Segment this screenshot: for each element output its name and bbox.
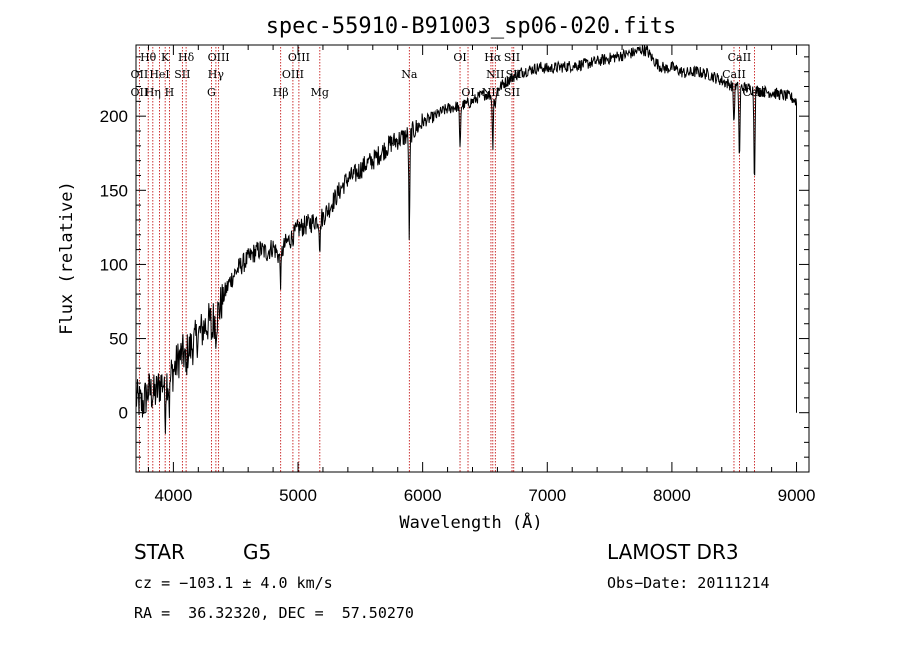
- x-tick-label: 6000: [404, 486, 442, 505]
- spectral-line-label: Na: [401, 68, 418, 81]
- x-tick-label: 5000: [279, 486, 317, 505]
- spectral-line-label: OI: [453, 51, 466, 64]
- spectral-line-label: H: [165, 86, 175, 99]
- x-tick-label: 4000: [154, 486, 192, 505]
- y-axis-label: Flux (relative): [57, 181, 77, 335]
- x-tick-label: 7000: [528, 486, 566, 505]
- spectral-line-label: CaII: [722, 68, 746, 81]
- spectral-line-label: Hβ: [273, 86, 289, 99]
- x-axis: 4000 5000 6000 7000 8000 9000: [147, 45, 816, 505]
- y-tick-label: 50: [109, 330, 128, 349]
- survey-name: LAMOST DR3: [607, 540, 739, 564]
- spectral-line-label: Hθ: [140, 51, 157, 64]
- spectral-line-label: Hη: [145, 86, 161, 99]
- chart-title: spec-55910-B91003_sp06-020.fits: [266, 14, 677, 39]
- spectral-line-label: HeI: [149, 68, 169, 81]
- coordinates: RA = 36.32320, DEC = 57.50270: [134, 604, 414, 622]
- spectrum-line: [135, 45, 797, 434]
- spectral-line-label: SII: [174, 68, 190, 81]
- y-axis: 0 50 100 150 200: [100, 56, 809, 458]
- spectral-line-label: SII: [504, 86, 520, 99]
- spectral-line-label: OI: [461, 86, 474, 99]
- y-tick-label: 150: [100, 181, 128, 200]
- plot-frame: [135, 44, 810, 473]
- y-tick-label: 100: [100, 255, 128, 274]
- spectrum-chart: spec-55910-B91003_sp06-020.fits Hθ K Hδ OII…: [57, 14, 816, 533]
- y-tick-label: 200: [100, 107, 128, 126]
- spectral-line-label: Hα: [484, 51, 502, 64]
- spectral-line-label: CaII: [728, 51, 752, 64]
- object-subclass: G5: [243, 540, 272, 564]
- spectral-line-label: OIII: [208, 51, 230, 64]
- object-class: STAR: [134, 540, 185, 564]
- spectral-line-label: SII: [504, 51, 520, 64]
- spectral-line-label: G: [207, 86, 216, 99]
- redshift-velocity: cz = −103.1 ± 4.0 km/s: [134, 574, 333, 592]
- spectral-line-label: OII: [131, 68, 149, 81]
- spectral-line-label: Hγ: [208, 68, 225, 81]
- spectral-line-label: Mg: [311, 86, 329, 99]
- y-tick-label: 0: [119, 404, 128, 423]
- x-tick-label: 8000: [653, 486, 691, 505]
- x-axis-label: Wavelength (Å): [399, 511, 542, 533]
- observation-date: Obs−Date: 20111214: [607, 574, 770, 592]
- spectral-line-label: K: [161, 51, 170, 64]
- spectral-line-label: Hδ: [178, 51, 195, 64]
- spectral-line-label: OIII: [282, 68, 304, 81]
- spectral-line-label: NII: [486, 68, 504, 81]
- spectral-line-label: OII: [131, 86, 149, 99]
- x-tick-label: 9000: [778, 486, 816, 505]
- spectral-line-label: OIII: [288, 51, 310, 64]
